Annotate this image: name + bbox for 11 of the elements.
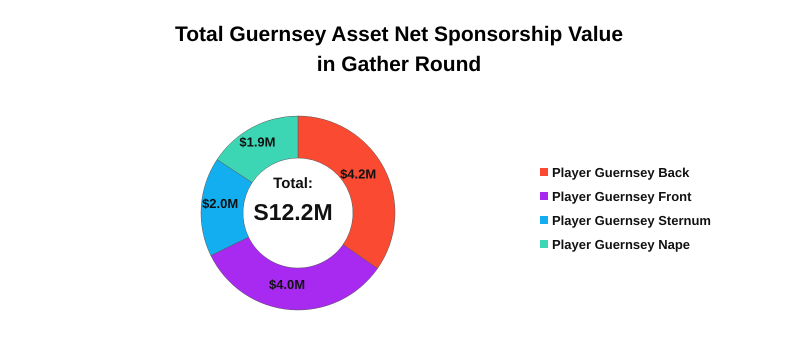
legend-label: Player Guernsey Front xyxy=(552,188,692,204)
data-label: $1.9M xyxy=(239,134,276,150)
data-label: $4.2M xyxy=(340,166,376,182)
legend-label: Player Guernsey Back xyxy=(552,164,690,180)
data-label: $4.0M xyxy=(268,276,306,292)
data-label: $2.0M xyxy=(202,196,238,211)
chart-title: Total Guernsey Asset Net Sponsorship Value in Gather Round xyxy=(174,22,624,78)
legend-label: Player Guernsey Nape xyxy=(552,236,690,252)
text: S12.2M xyxy=(253,199,333,225)
legend-label: Player Guernsey Sternum xyxy=(552,212,711,228)
text: Total: xyxy=(273,175,313,192)
